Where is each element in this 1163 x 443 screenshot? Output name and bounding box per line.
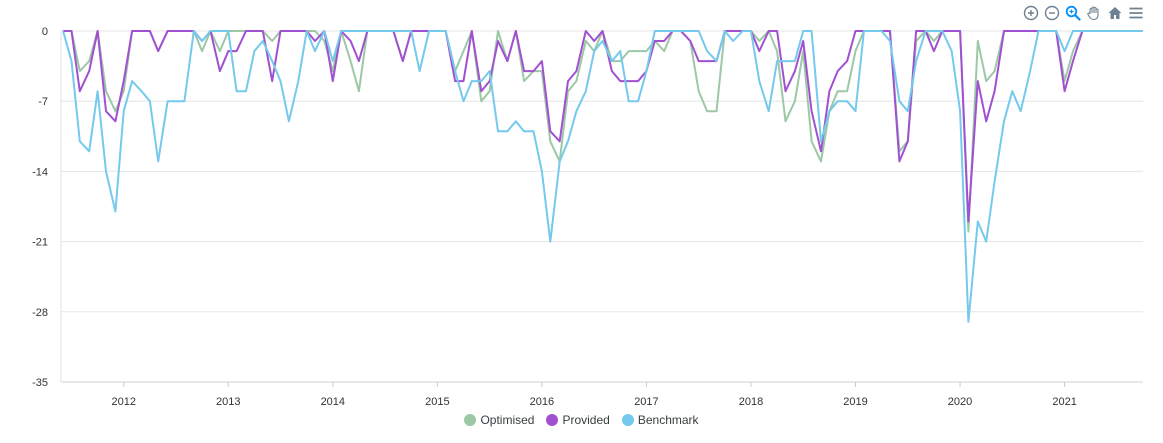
y-tick-label: -14 <box>32 166 48 178</box>
y-tick-label: -7 <box>38 96 48 108</box>
x-tick-label: 2018 <box>739 396 763 408</box>
chart-toolbar <box>1022 4 1145 22</box>
y-tick-label: -35 <box>32 377 48 389</box>
x-tick-label: 2013 <box>216 396 240 408</box>
y-tick-label: 0 <box>42 26 48 38</box>
series-line-benchmark <box>62 30 1143 323</box>
legend-marker-optimised <box>464 414 477 426</box>
x-tick-label: 2020 <box>948 396 972 408</box>
x-tick-label: 2017 <box>634 396 658 408</box>
menu-icon[interactable] <box>1127 4 1145 22</box>
legend-item-optimised[interactable]: Optimised <box>464 413 534 427</box>
x-tick-label: 2012 <box>111 396 135 408</box>
y-axis: 0 -7 -14 -21 -28 -35 <box>32 26 62 389</box>
selection-zoom-icon[interactable] <box>1064 4 1082 22</box>
y-tick-label: -21 <box>32 237 48 249</box>
zoom-in-icon[interactable] <box>1022 4 1040 22</box>
x-tick-label: 2021 <box>1052 396 1076 408</box>
legend-item-provided[interactable]: Provided <box>546 413 610 427</box>
x-axis: 2012 2013 2014 2015 2016 2017 2018 2019 2020 2021 <box>61 381 1143 408</box>
series-line-provided <box>63 30 1143 223</box>
series-lines <box>62 30 1143 323</box>
legend-label: Provided <box>562 413 610 427</box>
legend-label: Optimised <box>480 413 535 427</box>
legend-label: Benchmark <box>637 413 699 427</box>
grid-lines <box>61 30 1143 383</box>
zoom-out-icon[interactable] <box>1043 4 1061 22</box>
legend-marker-benchmark <box>621 414 634 426</box>
y-tick-label: -28 <box>32 307 48 319</box>
legend-item-benchmark[interactable]: Benchmark <box>621 413 699 427</box>
pan-hand-icon[interactable] <box>1085 4 1103 22</box>
x-tick-label: 2014 <box>321 396 345 408</box>
reset-home-icon[interactable] <box>1106 4 1124 22</box>
x-tick-label: 2016 <box>530 396 554 408</box>
x-tick-label: 2015 <box>425 396 449 408</box>
legend-marker-provided <box>546 414 559 426</box>
chart-legend: Optimised Provided Benchmark <box>0 413 1163 427</box>
x-tick-label: 2019 <box>843 396 867 408</box>
